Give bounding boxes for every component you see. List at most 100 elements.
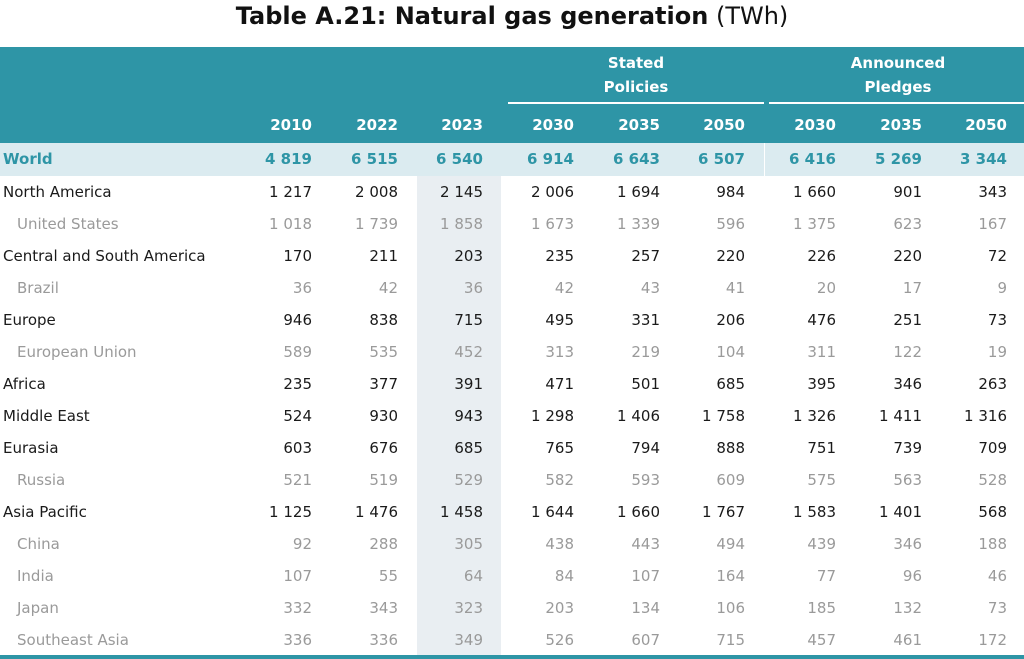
table-cell: 1 660 <box>793 183 836 201</box>
table-cell: 1 125 <box>269 503 312 521</box>
table-cell: 5 269 <box>875 150 922 168</box>
table-cell: 2 008 <box>355 183 398 201</box>
table-cell: 461 <box>893 631 922 649</box>
scenario-separator <box>764 143 765 176</box>
table-cell: 528 <box>978 471 1007 489</box>
table-cell: 391 <box>454 375 483 393</box>
group-header-announced: Announced Pledges <box>828 51 968 99</box>
table-cell: 313 <box>545 343 574 361</box>
table-row: India 107 55 64 84 107 164 77 96 46 <box>0 560 1024 592</box>
table-cell: 524 <box>283 407 312 425</box>
table-cell: 36 <box>292 279 312 297</box>
table-cell: 343 <box>369 599 398 617</box>
table-cell: 1 406 <box>617 407 660 425</box>
row-label: World <box>3 150 53 168</box>
table-cell: 623 <box>893 215 922 233</box>
table-cell: 336 <box>283 631 312 649</box>
table-cell: 122 <box>893 343 922 361</box>
column-header-3: 2030 <box>532 116 574 134</box>
table-title-main: Table A.21: Natural gas generation <box>235 2 709 30</box>
table-cell: 1 326 <box>793 407 836 425</box>
table-cell: 343 <box>978 183 1007 201</box>
table-cell: 203 <box>545 599 574 617</box>
table-cell: 9 <box>997 279 1007 297</box>
table-cell: 609 <box>716 471 745 489</box>
table-cell: 943 <box>454 407 483 425</box>
table-cell: 1 401 <box>879 503 922 521</box>
table-cell: 17 <box>902 279 922 297</box>
table-cell: 457 <box>807 631 836 649</box>
table-cell: 685 <box>716 375 745 393</box>
column-header-5: 2050 <box>703 116 745 134</box>
table-cell: 167 <box>978 215 1007 233</box>
table-cell: 346 <box>893 375 922 393</box>
row-label: India <box>17 567 54 585</box>
table-cell: 263 <box>978 375 1007 393</box>
table-cell: 739 <box>893 439 922 457</box>
table-cell: 495 <box>545 311 574 329</box>
table-cell: 1 316 <box>964 407 1007 425</box>
table-cell: 535 <box>369 343 398 361</box>
table-title: Table A.21: Natural gas generation (TWh) <box>0 0 1024 36</box>
table-cell: 1 458 <box>440 503 483 521</box>
table-cell: 134 <box>631 599 660 617</box>
table-cell: 494 <box>716 535 745 553</box>
table-header <box>0 47 1024 143</box>
table-cell: 332 <box>283 599 312 617</box>
table-row: Asia Pacific 1 125 1 476 1 458 1 644 1 660 1 7… <box>0 496 1024 528</box>
row-label: Central and South America <box>3 247 206 265</box>
row-label: Brazil <box>17 279 59 297</box>
table-cell: 888 <box>716 439 745 457</box>
table-cell: 2 145 <box>440 183 483 201</box>
table-cell: 1 673 <box>531 215 574 233</box>
table-cell: 55 <box>378 567 398 585</box>
table-row: Russia 521 519 529 582 593 609 575 563 528 <box>0 464 1024 496</box>
table-cell: 593 <box>631 471 660 489</box>
table-cell: 107 <box>631 567 660 585</box>
row-label: China <box>17 535 60 553</box>
table-row: Eurasia 603 676 685 765 794 888 751 739 709 <box>0 432 1024 464</box>
table-cell: 1 644 <box>531 503 574 521</box>
table-cell: 6 540 <box>436 150 483 168</box>
column-header-6: 2030 <box>794 116 836 134</box>
table-cell: 42 <box>378 279 398 297</box>
table-cell: 6 643 <box>613 150 660 168</box>
table-cell: 1 660 <box>617 503 660 521</box>
table-cell: 226 <box>807 247 836 265</box>
table-cell: 685 <box>454 439 483 457</box>
table-cell: 206 <box>716 311 745 329</box>
table-cell: 41 <box>725 279 745 297</box>
table-cell: 323 <box>454 599 483 617</box>
table-cell: 452 <box>454 343 483 361</box>
table-cell: 1 858 <box>440 215 483 233</box>
table-row: World 4 819 6 515 6 540 6 914 6 643 6 507 6 416… <box>0 143 1024 176</box>
highlight-2023-column <box>417 176 501 655</box>
table-cell: 575 <box>807 471 836 489</box>
column-header-8: 2050 <box>965 116 1007 134</box>
table-cell: 751 <box>807 439 836 457</box>
row-label: Asia Pacific <box>3 503 87 521</box>
table-cell: 471 <box>545 375 574 393</box>
group-header-announced-line2: Pledges <box>864 78 932 96</box>
table-cell: 443 <box>631 535 660 553</box>
column-header-1: 2022 <box>356 116 398 134</box>
table-cell: 521 <box>283 471 312 489</box>
table-cell: 2 006 <box>531 183 574 201</box>
table-cell: 1 767 <box>702 503 745 521</box>
table-cell: 765 <box>545 439 574 457</box>
table-cell: 568 <box>978 503 1007 521</box>
table-cell: 235 <box>545 247 574 265</box>
table-row: Brazil 36 42 36 42 43 41 20 17 9 <box>0 272 1024 304</box>
table-cell: 1 694 <box>617 183 660 201</box>
row-label: Eurasia <box>3 439 59 457</box>
table-cell: 257 <box>631 247 660 265</box>
table-cell: 92 <box>292 535 312 553</box>
table-cell: 1 217 <box>269 183 312 201</box>
row-label: Europe <box>3 311 56 329</box>
column-header-4: 2035 <box>618 116 660 134</box>
group-header-announced-line1: Announced <box>850 54 946 72</box>
table-cell: 501 <box>631 375 660 393</box>
row-label: Japan <box>17 599 59 617</box>
table-cell: 132 <box>893 599 922 617</box>
table-cell: 709 <box>978 439 1007 457</box>
